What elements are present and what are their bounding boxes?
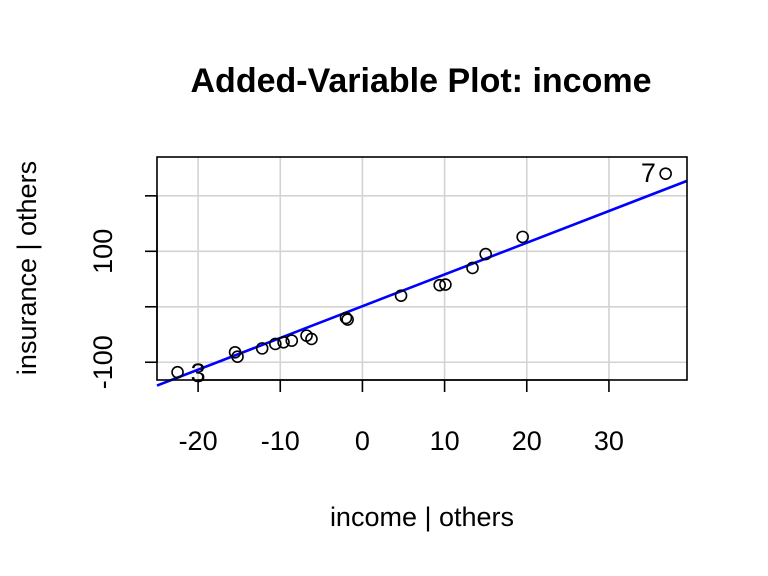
- data-point: [277, 335, 290, 349]
- grid: [157, 157, 687, 380]
- y-tick-label: -100: [88, 335, 118, 389]
- data-point: [433, 278, 446, 292]
- x-tick-label: -20: [179, 426, 218, 456]
- data-point: [466, 261, 479, 275]
- data-point: [479, 247, 492, 261]
- data-point: [305, 332, 318, 346]
- x-tick-label: 10: [430, 426, 460, 456]
- data-point: [285, 334, 299, 347]
- x-tick-label: 30: [594, 426, 624, 456]
- chart-title: Added-Variable Plot: income: [191, 62, 652, 100]
- data-point: [341, 313, 354, 326]
- x-axis: -20 -10 0 10 20 30: [179, 379, 624, 456]
- x-tick-label: 20: [512, 426, 542, 456]
- data-point: [516, 230, 529, 244]
- x-axis-label: income | others: [330, 502, 514, 532]
- point-label: 7: [641, 158, 656, 188]
- data-points: [171, 167, 672, 379]
- x-tick-label: 0: [355, 426, 370, 456]
- y-axis-label: insurance | others: [12, 161, 42, 375]
- y-tick-label: 100: [88, 229, 118, 274]
- data-point: [439, 278, 452, 291]
- fit-line-layer: [156, 179, 688, 387]
- data-point: [659, 167, 672, 180]
- data-point: [339, 311, 353, 325]
- data-point: [171, 365, 184, 379]
- data-point: [231, 350, 244, 364]
- data-point: [255, 342, 269, 355]
- data-point: [394, 289, 408, 302]
- x-tick-label: -10: [261, 426, 300, 456]
- fit-line: [156, 179, 688, 387]
- y-axis: -100 100: [88, 195, 158, 389]
- data-point: [269, 337, 282, 351]
